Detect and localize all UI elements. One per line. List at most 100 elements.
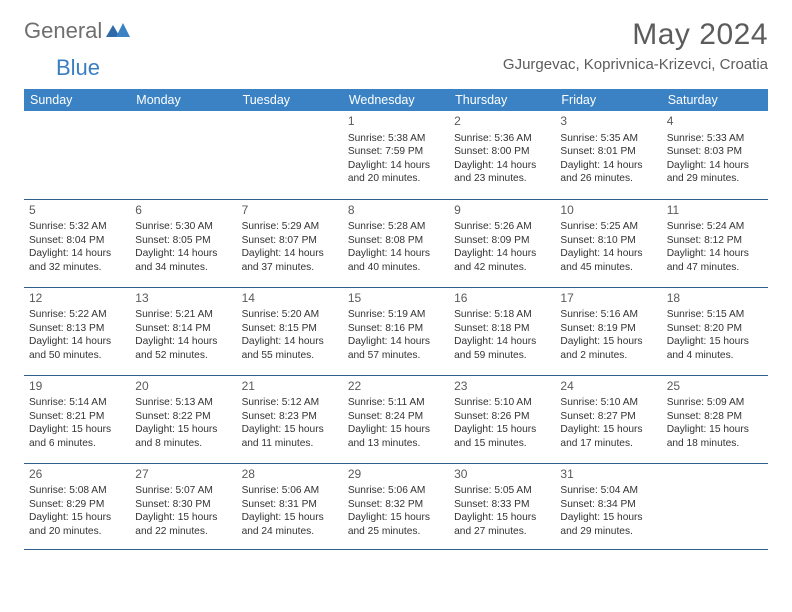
logo-text-general: General (24, 18, 102, 44)
day-detail-line: and 47 minutes. (667, 261, 763, 274)
logo: General (24, 18, 134, 44)
day-detail-line: Sunset: 8:22 PM (135, 410, 231, 423)
day-detail-line: Sunset: 7:59 PM (348, 145, 444, 158)
day-number: 30 (454, 467, 550, 483)
day-detail-line: Sunrise: 5:04 AM (560, 484, 656, 497)
day-detail-line: and 32 minutes. (29, 261, 125, 274)
day-detail-line: Sunrise: 5:29 AM (242, 220, 338, 233)
day-detail-line: and 18 minutes. (667, 437, 763, 450)
day-number: 27 (135, 467, 231, 483)
calendar-week-row: 5Sunrise: 5:32 AMSunset: 8:04 PMDaylight… (24, 199, 768, 287)
day-detail-line: and 45 minutes. (560, 261, 656, 274)
day-detail-line: and 15 minutes. (454, 437, 550, 450)
day-number: 1 (348, 114, 444, 130)
day-detail-line: Daylight: 14 hours (560, 159, 656, 172)
day-number: 13 (135, 291, 231, 307)
calendar-day-cell: 23Sunrise: 5:10 AMSunset: 8:26 PMDayligh… (449, 375, 555, 463)
day-detail-line: Sunset: 8:15 PM (242, 322, 338, 335)
logo-shape-icon (106, 19, 132, 44)
calendar-week-row: 26Sunrise: 5:08 AMSunset: 8:29 PMDayligh… (24, 463, 768, 549)
day-detail-line: Daylight: 14 hours (667, 247, 763, 260)
day-detail-line: Sunset: 8:28 PM (667, 410, 763, 423)
day-detail-line: Sunrise: 5:30 AM (135, 220, 231, 233)
day-detail-line: Sunset: 8:13 PM (29, 322, 125, 335)
logo-text-blue: Blue (56, 55, 100, 81)
day-number: 21 (242, 379, 338, 395)
day-detail-line: and 20 minutes. (29, 525, 125, 538)
day-detail-line: and 6 minutes. (29, 437, 125, 450)
day-detail-line: Sunrise: 5:28 AM (348, 220, 444, 233)
day-detail-line: Daylight: 15 hours (135, 511, 231, 524)
day-detail-line: Sunset: 8:31 PM (242, 498, 338, 511)
day-detail-line: Sunset: 8:07 PM (242, 234, 338, 247)
day-detail-line: Sunset: 8:21 PM (29, 410, 125, 423)
day-detail-line: Sunset: 8:10 PM (560, 234, 656, 247)
day-detail-line: Daylight: 15 hours (560, 511, 656, 524)
day-detail-line: Daylight: 15 hours (29, 511, 125, 524)
day-detail-line: Sunset: 8:14 PM (135, 322, 231, 335)
day-header-row: Sunday Monday Tuesday Wednesday Thursday… (24, 89, 768, 111)
day-detail-line: and 37 minutes. (242, 261, 338, 274)
day-detail-line: Sunrise: 5:05 AM (454, 484, 550, 497)
day-detail-line: Sunset: 8:12 PM (667, 234, 763, 247)
day-detail-line: Sunrise: 5:18 AM (454, 308, 550, 321)
col-saturday: Saturday (662, 89, 768, 111)
day-detail-line: Daylight: 15 hours (135, 423, 231, 436)
day-detail-line: Sunrise: 5:06 AM (242, 484, 338, 497)
calendar-table: Sunday Monday Tuesday Wednesday Thursday… (24, 89, 768, 550)
day-detail-line: Sunset: 8:00 PM (454, 145, 550, 158)
calendar-day-cell: 4Sunrise: 5:33 AMSunset: 8:03 PMDaylight… (662, 111, 768, 199)
calendar-day-cell: 21Sunrise: 5:12 AMSunset: 8:23 PMDayligh… (237, 375, 343, 463)
day-detail-line: Sunrise: 5:13 AM (135, 396, 231, 409)
calendar-day-cell: 2Sunrise: 5:36 AMSunset: 8:00 PMDaylight… (449, 111, 555, 199)
day-detail-line: Sunrise: 5:21 AM (135, 308, 231, 321)
day-number: 16 (454, 291, 550, 307)
col-sunday: Sunday (24, 89, 130, 111)
day-number: 23 (454, 379, 550, 395)
day-detail-line: and 57 minutes. (348, 349, 444, 362)
day-detail-line: Daylight: 14 hours (29, 335, 125, 348)
day-detail-line: and 13 minutes. (348, 437, 444, 450)
calendar-week-row: 12Sunrise: 5:22 AMSunset: 8:13 PMDayligh… (24, 287, 768, 375)
day-detail-line: Daylight: 15 hours (560, 423, 656, 436)
day-detail-line: Daylight: 15 hours (242, 423, 338, 436)
calendar-day-cell: 14Sunrise: 5:20 AMSunset: 8:15 PMDayligh… (237, 287, 343, 375)
day-detail-line: Sunset: 8:05 PM (135, 234, 231, 247)
day-detail-line: and 22 minutes. (135, 525, 231, 538)
calendar-day-cell (237, 111, 343, 199)
calendar-day-cell: 3Sunrise: 5:35 AMSunset: 8:01 PMDaylight… (555, 111, 661, 199)
day-detail-line: Sunrise: 5:15 AM (667, 308, 763, 321)
day-detail-line: Sunrise: 5:26 AM (454, 220, 550, 233)
day-detail-line: Sunset: 8:23 PM (242, 410, 338, 423)
day-detail-line: and 29 minutes. (560, 525, 656, 538)
day-detail-line: Sunrise: 5:36 AM (454, 132, 550, 145)
calendar-day-cell: 5Sunrise: 5:32 AMSunset: 8:04 PMDaylight… (24, 199, 130, 287)
day-number: 15 (348, 291, 444, 307)
day-detail-line: and 26 minutes. (560, 172, 656, 185)
calendar-day-cell: 17Sunrise: 5:16 AMSunset: 8:19 PMDayligh… (555, 287, 661, 375)
day-number: 12 (29, 291, 125, 307)
day-detail-line: Sunrise: 5:24 AM (667, 220, 763, 233)
calendar-day-cell (130, 111, 236, 199)
day-detail-line: Sunset: 8:18 PM (454, 322, 550, 335)
day-detail-line: Daylight: 14 hours (454, 247, 550, 260)
day-number: 7 (242, 203, 338, 219)
calendar-day-cell: 22Sunrise: 5:11 AMSunset: 8:24 PMDayligh… (343, 375, 449, 463)
day-detail-line: Sunset: 8:09 PM (454, 234, 550, 247)
day-detail-line: Sunrise: 5:09 AM (667, 396, 763, 409)
calendar-day-cell: 24Sunrise: 5:10 AMSunset: 8:27 PMDayligh… (555, 375, 661, 463)
day-detail-line: Sunset: 8:26 PM (454, 410, 550, 423)
calendar-day-cell: 10Sunrise: 5:25 AMSunset: 8:10 PMDayligh… (555, 199, 661, 287)
day-detail-line: and 4 minutes. (667, 349, 763, 362)
day-detail-line: and 52 minutes. (135, 349, 231, 362)
calendar-day-cell: 19Sunrise: 5:14 AMSunset: 8:21 PMDayligh… (24, 375, 130, 463)
col-wednesday: Wednesday (343, 89, 449, 111)
day-detail-line: Sunset: 8:19 PM (560, 322, 656, 335)
day-number: 22 (348, 379, 444, 395)
day-detail-line: Sunset: 8:30 PM (135, 498, 231, 511)
calendar-day-cell: 15Sunrise: 5:19 AMSunset: 8:16 PMDayligh… (343, 287, 449, 375)
day-number: 11 (667, 203, 763, 219)
day-number: 29 (348, 467, 444, 483)
day-detail-line: Sunrise: 5:14 AM (29, 396, 125, 409)
day-detail-line: Sunset: 8:01 PM (560, 145, 656, 158)
